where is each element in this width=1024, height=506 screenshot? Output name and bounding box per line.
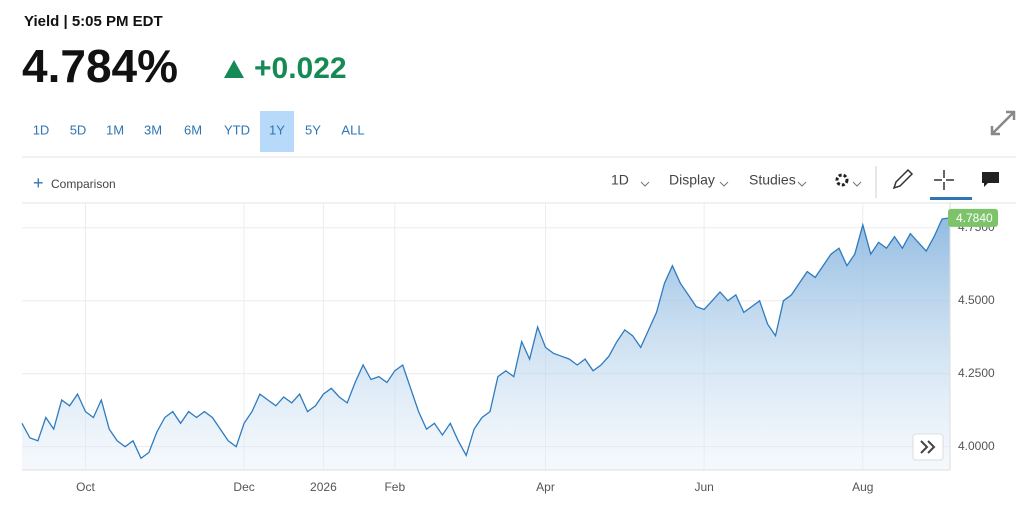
header-title: Yield | 5:05 PM EDT bbox=[24, 13, 163, 30]
interval-button[interactable]: 1D bbox=[611, 172, 629, 188]
studies-button[interactable]: Studies bbox=[749, 172, 796, 188]
range-button[interactable]: 5Y bbox=[305, 122, 321, 137]
x-tick-label: Apr bbox=[536, 480, 555, 494]
plot: Oct Dec 2026 Feb Apr Jun Aug 4.0000 4.2500 4.5000… bbox=[21, 202, 1016, 494]
price: 4.784% bbox=[22, 40, 178, 92]
range-button[interactable]: 1M bbox=[106, 122, 124, 137]
range-buttons: 1D 5D 1M 3M 6M YTD 1Y 5Y ALL bbox=[33, 111, 365, 152]
active-underline bbox=[930, 197, 972, 200]
settings-icon[interactable] bbox=[835, 173, 849, 187]
x-tick-label: Feb bbox=[384, 480, 405, 494]
comment-icon[interactable] bbox=[982, 172, 999, 187]
y-tick-label: 4.2500 bbox=[958, 366, 995, 380]
range-button[interactable]: 6M bbox=[184, 122, 202, 137]
x-tick-label: Dec bbox=[233, 480, 254, 494]
expand-icon[interactable] bbox=[990, 110, 1016, 136]
crosshair-icon[interactable] bbox=[934, 170, 954, 190]
change: +0.022 bbox=[254, 52, 347, 85]
x-tick-label: Jun bbox=[694, 480, 713, 494]
range-button[interactable]: 1D bbox=[33, 122, 50, 137]
last-value-label: 4.7840 bbox=[956, 211, 993, 225]
x-tick-label: 2026 bbox=[310, 480, 337, 494]
y-tick-label: 4.5000 bbox=[958, 293, 995, 307]
display-button[interactable]: Display bbox=[669, 172, 715, 188]
line bbox=[21, 217, 951, 460]
comparison-button[interactable]: Comparison bbox=[51, 177, 116, 191]
last-value-badge bbox=[948, 208, 998, 227]
x-tick-label: Aug bbox=[852, 480, 873, 494]
range-button[interactable]: YTD bbox=[224, 122, 250, 137]
range-button[interactable]: ALL bbox=[341, 122, 364, 137]
chevrons bbox=[640, 181, 862, 187]
range-button[interactable]: 3M bbox=[144, 122, 162, 137]
range-button[interactable]: 1Y bbox=[269, 122, 285, 137]
x-tick-label: Oct bbox=[76, 480, 95, 494]
range-selected bbox=[260, 111, 294, 152]
y-tick-label: 4.0000 bbox=[958, 439, 995, 453]
scroll-icon bbox=[920, 440, 936, 454]
draw-icon[interactable] bbox=[892, 168, 914, 190]
range-button[interactable]: 5D bbox=[70, 122, 87, 137]
area bbox=[22, 217, 950, 470]
up-arrow bbox=[224, 60, 244, 78]
plus-icon[interactable]: + bbox=[33, 173, 44, 193]
